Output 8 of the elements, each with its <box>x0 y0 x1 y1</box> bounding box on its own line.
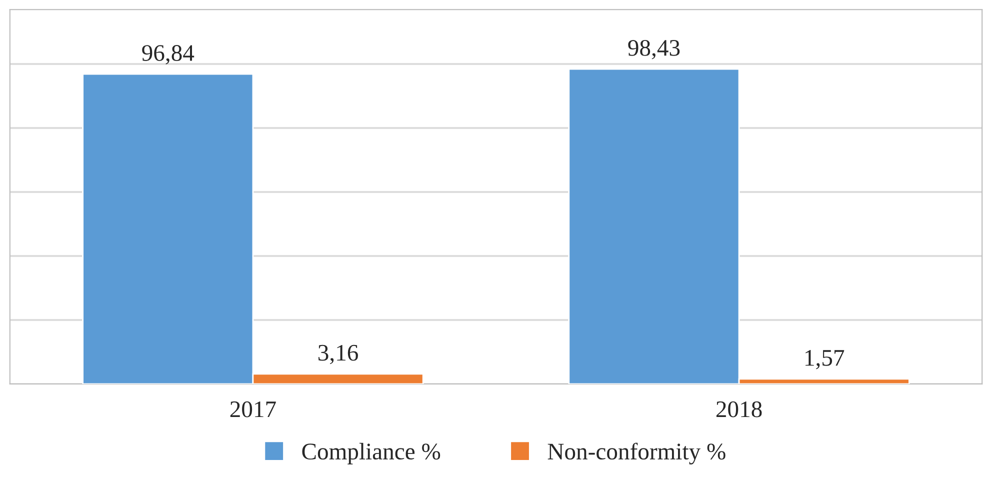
data-label: 1,57 <box>806 350 844 370</box>
x-tick-label: 2017 <box>230 401 276 418</box>
data-label: 3,16 <box>318 344 358 364</box>
legend-label: Compliance % <box>302 442 440 464</box>
data-label: 96,84 <box>142 45 194 64</box>
x-tick-label: 2018 <box>716 401 762 418</box>
data-label: 98,43 <box>628 40 680 60</box>
legend-label: Non-conformity % <box>548 442 726 464</box>
